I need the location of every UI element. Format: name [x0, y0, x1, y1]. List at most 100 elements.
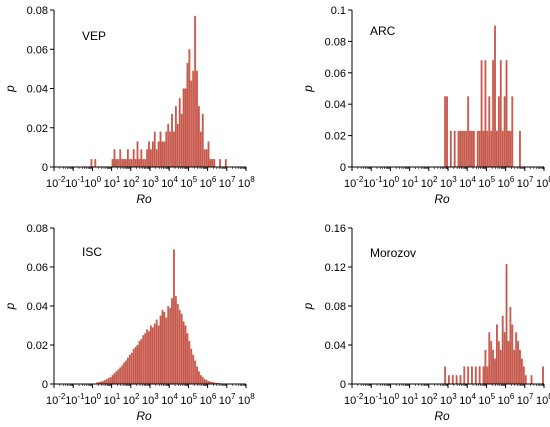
- histogram-overlay-bar: [479, 366, 480, 384]
- y-tick-label: 0.02: [27, 123, 48, 135]
- histogram-overlay-bar: [503, 332, 505, 384]
- x-tick-label: 104: [161, 175, 178, 190]
- histogram-overlay-bar: [136, 345, 138, 384]
- x-tick-label: 100: [84, 392, 101, 407]
- y-axis-title-isc: p: [3, 302, 17, 310]
- x-tick-label: 10-2: [344, 392, 364, 407]
- histogram-overlay-bar: [179, 98, 180, 167]
- histogram-overlay-bar: [104, 380, 106, 384]
- histogram-overlay-bar: [131, 159, 132, 167]
- histogram-overlay-bar: [182, 321, 184, 384]
- histogram-overlay-bar: [471, 366, 473, 384]
- x-tick-label: 102: [123, 392, 140, 407]
- histogram-overlay-bar: [463, 366, 465, 384]
- panel-title-morozov: Morozov: [370, 246, 416, 260]
- histogram-overlay-bar: [157, 141, 159, 167]
- histogram-overlay-bar: [184, 325, 186, 384]
- x-tick-label: 102: [421, 175, 438, 190]
- x-tick-label: 101: [402, 392, 419, 407]
- histogram-overlay-bar: [144, 159, 146, 167]
- histogram-overlay-bar: [484, 349, 486, 384]
- histogram-overlay-bar: [209, 381, 211, 384]
- histogram-overlay-bar: [194, 15, 196, 168]
- histogram-overlay-bar: [494, 25, 496, 168]
- x-tick-label: 106: [498, 175, 515, 190]
- histogram-overlay-bar: [121, 159, 123, 167]
- y-tick-label: 0.08: [325, 36, 346, 48]
- histogram-overlay-bar: [184, 88, 186, 167]
- histogram-overlay-bar: [154, 323, 155, 384]
- histogram-overlay-bar: [488, 96, 490, 167]
- x-tick-label: 105: [180, 392, 197, 407]
- histogram-overlay-bar: [515, 332, 517, 384]
- histogram-overlay-bar: [127, 357, 129, 384]
- x-tick-label: 103: [142, 175, 159, 190]
- histogram-overlay-bar: [123, 159, 125, 167]
- histogram-overlay-bar: [463, 130, 465, 167]
- histogram-overlay-bar: [138, 159, 140, 167]
- histogram-overlay-bar: [150, 149, 152, 167]
- histogram-overlay-bar: [455, 375, 457, 384]
- y-tick-label: 0.04: [27, 301, 48, 313]
- histogram-overlay-bar: [179, 309, 180, 384]
- histogram-overlay-bar: [148, 331, 150, 384]
- histogram-overlay-bar: [142, 159, 144, 167]
- histogram-overlay-bar: [173, 131, 175, 167]
- histogram-overlay-bar: [96, 382, 98, 384]
- histogram-overlay-bar: [211, 382, 213, 384]
- histogram-overlay-bar: [444, 96, 446, 167]
- histogram-overlay-bar: [482, 366, 484, 384]
- histogram-overlay-bar: [444, 366, 446, 384]
- histogram-overlay-bar: [123, 362, 125, 384]
- histogram-overlay-bar: [152, 141, 154, 167]
- histogram-overlay-bar: [181, 114, 182, 167]
- histogram-overlay-bar: [490, 341, 492, 384]
- histogram-overlay-bar: [117, 159, 119, 167]
- histogram-overlay-bar: [150, 325, 152, 384]
- histogram-overlay-bar: [471, 130, 473, 167]
- bars-arc: [444, 25, 521, 168]
- histogram-overlay-bar: [161, 141, 163, 167]
- histogram-overlay-bar: [492, 349, 494, 384]
- histogram-overlay-bar: [500, 60, 501, 167]
- histogram-overlay-bar: [498, 341, 500, 384]
- histogram-overlay-bar: [465, 130, 467, 167]
- x-tick-label: 10-2: [46, 175, 66, 190]
- x-tick-label: 108: [536, 175, 550, 190]
- overlay-bars-morozov: [444, 264, 544, 384]
- histogram-overlay-bar: [98, 382, 100, 384]
- panel-title-vep: VEP: [82, 29, 106, 43]
- x-tick-label: 107: [219, 392, 236, 407]
- histogram-overlay-bar: [163, 141, 165, 167]
- histogram-overlay-bar: [146, 149, 148, 167]
- histogram-overlay-bar: [171, 298, 173, 384]
- histogram-overlay-bar: [475, 366, 477, 384]
- histogram-overlay-bar: [459, 130, 461, 167]
- histogram-overlay-bar: [156, 149, 157, 167]
- histogram-overlay-bar: [167, 306, 169, 384]
- y-tick-label: 0.02: [27, 340, 48, 352]
- histogram-overlay-bar: [530, 375, 532, 384]
- histogram-overlay-bar: [131, 352, 132, 384]
- histogram-overlay-bar: [213, 382, 215, 384]
- x-tick-label: 107: [219, 175, 236, 190]
- histogram-overlay-bar: [507, 130, 509, 167]
- histogram-overlay-bar: [457, 130, 459, 167]
- histogram-overlay-bar: [200, 131, 202, 167]
- histogram-overlay-bar: [521, 358, 523, 384]
- histogram-overlay-bar: [181, 313, 182, 384]
- x-tick-label: 105: [478, 175, 495, 190]
- panel-title-isc: ISC: [82, 245, 102, 259]
- histogram-overlay-bar: [186, 333, 188, 384]
- y-tick-label: 0.06: [27, 262, 48, 274]
- histogram-overlay-bar: [496, 324, 498, 384]
- y-tick-label: 0.06: [27, 44, 48, 56]
- histogram-overlay-bar: [469, 130, 471, 167]
- histogram-overlay-bar: [486, 130, 488, 167]
- panel-isc: 10-2 10-1 100 101 102 103 104 105 106 107 108 0 0.02…: [3, 223, 255, 423]
- histogram-overlay-bar: [473, 130, 475, 167]
- x-tick-label: 10-2: [344, 175, 364, 190]
- histogram-overlay-bar: [94, 159, 96, 167]
